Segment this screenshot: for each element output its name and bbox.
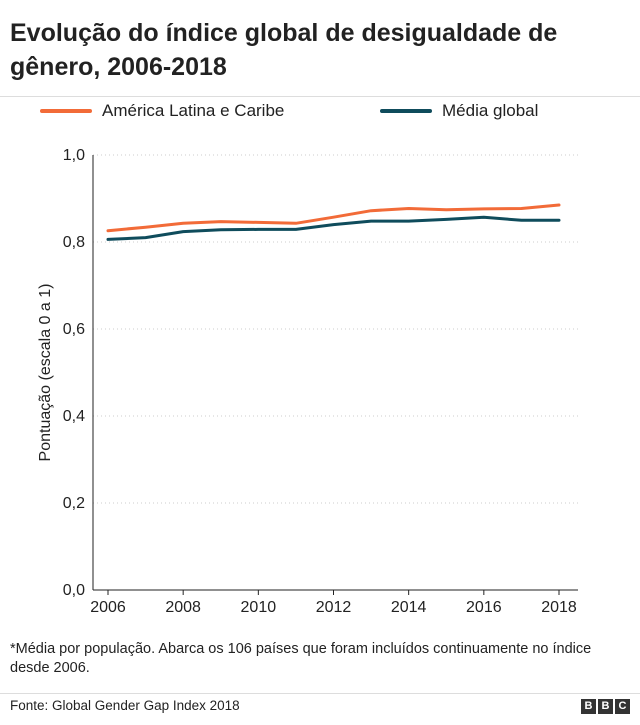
- line-chart: 0,0 0,2 0,4 0,6 0,8 1,0 2006 2008 2010 2012 2014 20…: [37, 147, 578, 616]
- y-tick-label: 1,0: [63, 147, 85, 164]
- x-tick-label: 2016: [466, 599, 502, 616]
- legend-label-global-average: Média global: [442, 101, 539, 120]
- series-line-latin-america: [106, 203, 561, 233]
- y-tick-label: 0,8: [63, 234, 85, 251]
- top-divider: [0, 96, 640, 97]
- series-line-global-average: [106, 215, 561, 241]
- legend-label-latin-america: América Latina e Caribe: [102, 101, 285, 120]
- bbc-logo-letter: C: [615, 699, 630, 714]
- source-text: Fonte: Global Gender Gap Index 2018: [10, 698, 240, 713]
- y-axis-title: Pontuação (escala 0 a 1): [37, 284, 54, 462]
- x-tick-label: 2010: [241, 599, 277, 616]
- bbc-logo: B B C: [581, 699, 630, 714]
- footnote: *Média por população. Abarca os 106 país…: [10, 641, 592, 676]
- x-tick-label: 2014: [391, 599, 427, 616]
- chart-title: Evolução do índice global de desigualdad…: [10, 19, 558, 81]
- legend-item-latin-america: América Latina e Caribe: [40, 99, 284, 123]
- legend-swatch-latin-america: [40, 109, 92, 113]
- bbc-logo-letter: B: [581, 699, 596, 714]
- legend-swatch-global-average: [380, 109, 432, 113]
- legend-item-global-average: Média global: [380, 99, 538, 123]
- y-tick-label: 0,2: [63, 495, 85, 512]
- y-tick-label: 0,6: [63, 321, 85, 338]
- x-tick-label: 2006: [90, 599, 126, 616]
- bottom-divider: [0, 693, 640, 694]
- y-tick-label: 0,0: [63, 582, 85, 599]
- bbc-logo-letter: B: [598, 699, 613, 714]
- x-tick-label: 2008: [165, 599, 201, 616]
- y-tick-label: 0,4: [63, 408, 85, 425]
- x-tick-label: 2012: [316, 599, 352, 616]
- x-tick-label: 2018: [541, 599, 577, 616]
